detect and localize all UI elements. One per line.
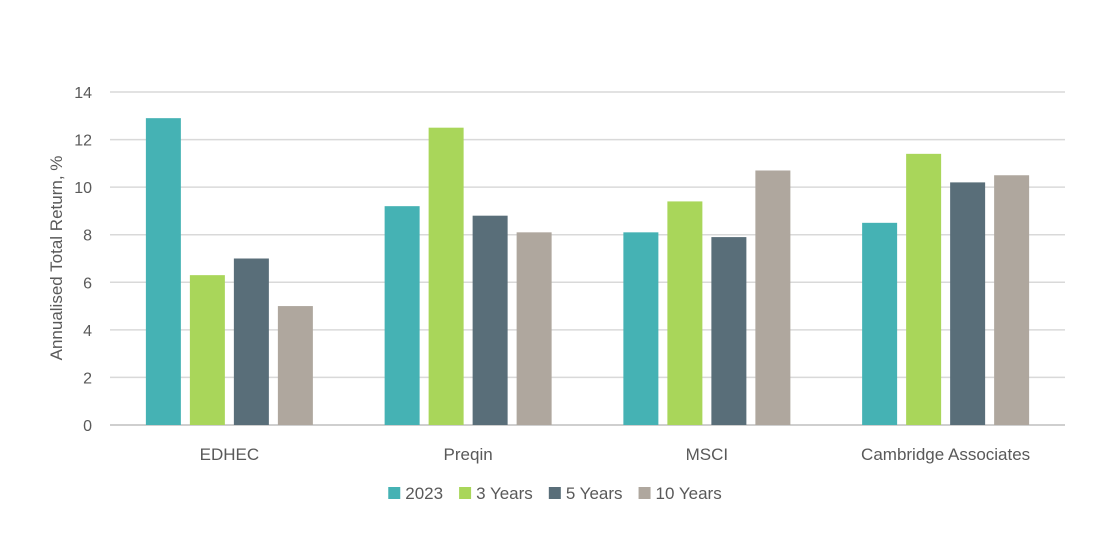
bar-msci-10-years: [755, 170, 791, 425]
bar-preqin-10-years: [516, 232, 552, 425]
y-axis-title: Annualised Total Return, %: [47, 156, 66, 361]
legend-item: 2023: [388, 484, 443, 503]
bar-preqin-3-years: [428, 127, 464, 425]
bar-preqin-5-years: [472, 215, 508, 425]
y-tick-label: 12: [74, 133, 92, 150]
y-tick-label: 4: [83, 323, 92, 340]
y-tick-label: 0: [83, 418, 92, 435]
x-category-label: MSCI: [686, 445, 729, 464]
bar-msci-3-years: [667, 201, 703, 425]
legend-label: 5 Years: [566, 484, 623, 503]
bar-preqin-2023: [384, 206, 420, 425]
bar-edhec-2023: [145, 118, 181, 426]
legend-item: 5 Years: [548, 484, 623, 503]
bar-msci-5-years: [711, 237, 747, 425]
legend-label: 10 Years: [656, 484, 722, 503]
bar-cambridge-associates-3-years: [906, 153, 942, 426]
bars: [145, 118, 1030, 426]
y-tick-label: 2: [83, 370, 92, 387]
bar-cambridge-associates-5-years: [950, 182, 986, 425]
y-axis-ticks: 0 2 4 6 8 10 12 14: [74, 85, 92, 435]
gridlines: [110, 91, 1065, 426]
y-tick-label: 6: [83, 275, 92, 292]
y-tick-label: 14: [74, 85, 92, 102]
x-category-label: Preqin: [444, 445, 493, 464]
legend-swatch: [638, 487, 651, 499]
x-axis-categories: EDHEC Preqin MSCI Cambridge Associates: [200, 445, 1031, 464]
legend-item: 10 Years: [638, 484, 722, 503]
legend-item: 3 Years: [459, 484, 533, 503]
bar-cambridge-associates-10-years: [994, 175, 1030, 425]
y-tick-label: 8: [83, 228, 92, 245]
bar-edhec-3-years: [189, 275, 225, 425]
x-category-label: EDHEC: [200, 445, 260, 464]
bar-msci-2023: [623, 232, 659, 425]
legend-swatch: [459, 487, 472, 499]
bar-edhec-5-years: [233, 258, 269, 425]
bar-edhec-10-years: [277, 306, 313, 425]
legend-swatch: [548, 487, 561, 499]
bar-cambridge-associates-2023: [862, 222, 898, 425]
x-category-label: Cambridge Associates: [861, 445, 1030, 464]
legend-swatch: [388, 487, 401, 499]
legend-label: 3 Years: [476, 484, 533, 503]
legend-label: 2023: [405, 484, 443, 503]
legend: 2023 3 Years 5 Years 10 Years: [388, 484, 722, 503]
y-tick-label: 10: [74, 180, 92, 197]
